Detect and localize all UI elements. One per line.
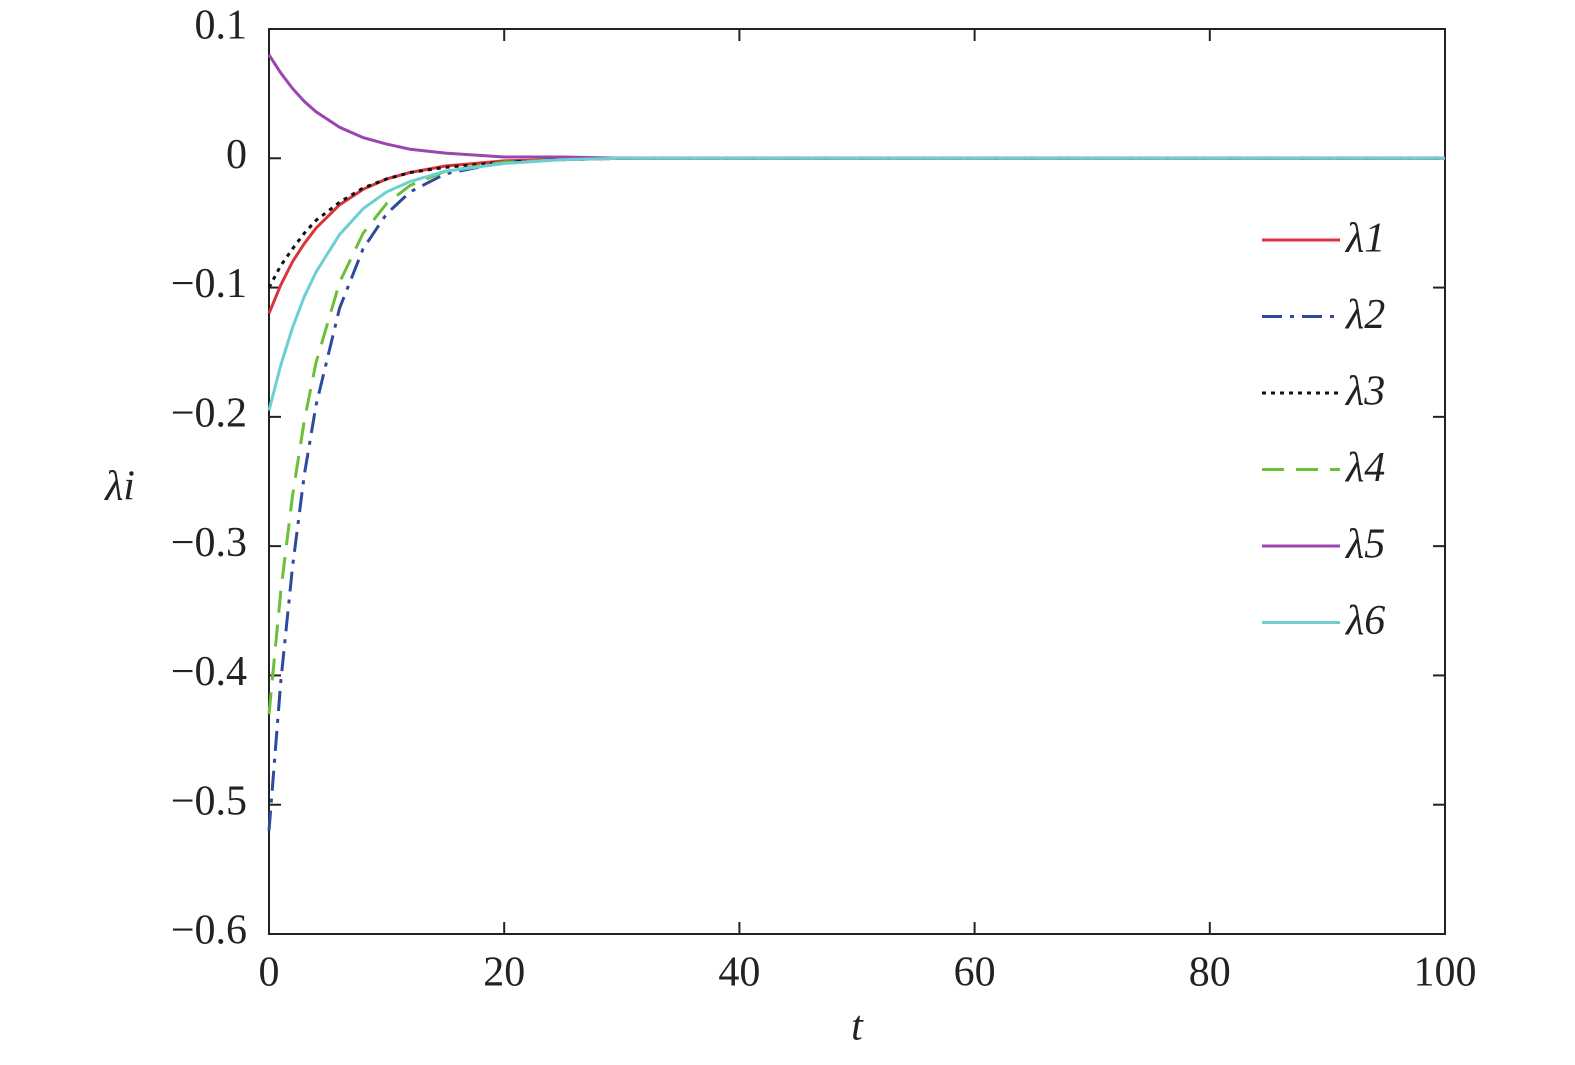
- series-line: [267, 156, 1445, 411]
- series-line: [267, 156, 1445, 289]
- y-tick-label: 0: [226, 132, 247, 178]
- y-tick-label: 0.1: [195, 3, 248, 49]
- plot-frame: [268, 28, 1446, 935]
- x-tick-label: 60: [954, 950, 996, 996]
- series-line: [267, 54, 1445, 160]
- y-tick-label: −0.1: [171, 261, 247, 307]
- series-line: [267, 156, 1445, 715]
- series-line: [267, 156, 1445, 315]
- x-tick-label: 40: [718, 950, 760, 996]
- legend-label: λ5: [1344, 522, 1385, 568]
- y-tick-label: −0.3: [171, 520, 247, 566]
- y-tick-label: −0.5: [171, 778, 247, 824]
- y-tick-label: −0.6: [171, 908, 247, 954]
- y-axis-label: λi: [103, 464, 135, 510]
- x-axis-label: t: [851, 1004, 864, 1050]
- legend-label: λ1: [1344, 216, 1385, 262]
- legend-label: λ3: [1344, 369, 1385, 415]
- x-tick-label: 80: [1189, 950, 1231, 996]
- y-tick-label: −0.4: [171, 649, 247, 695]
- series-line: [267, 156, 1445, 831]
- legend-label: λ6: [1344, 598, 1385, 644]
- x-tick-label: 0: [259, 950, 280, 996]
- x-tick-label: 20: [483, 950, 525, 996]
- legend-label: λ4: [1344, 445, 1385, 491]
- legend-label: λ2: [1344, 292, 1385, 338]
- y-tick-label: −0.2: [171, 390, 247, 436]
- x-tick-label: 100: [1414, 950, 1477, 996]
